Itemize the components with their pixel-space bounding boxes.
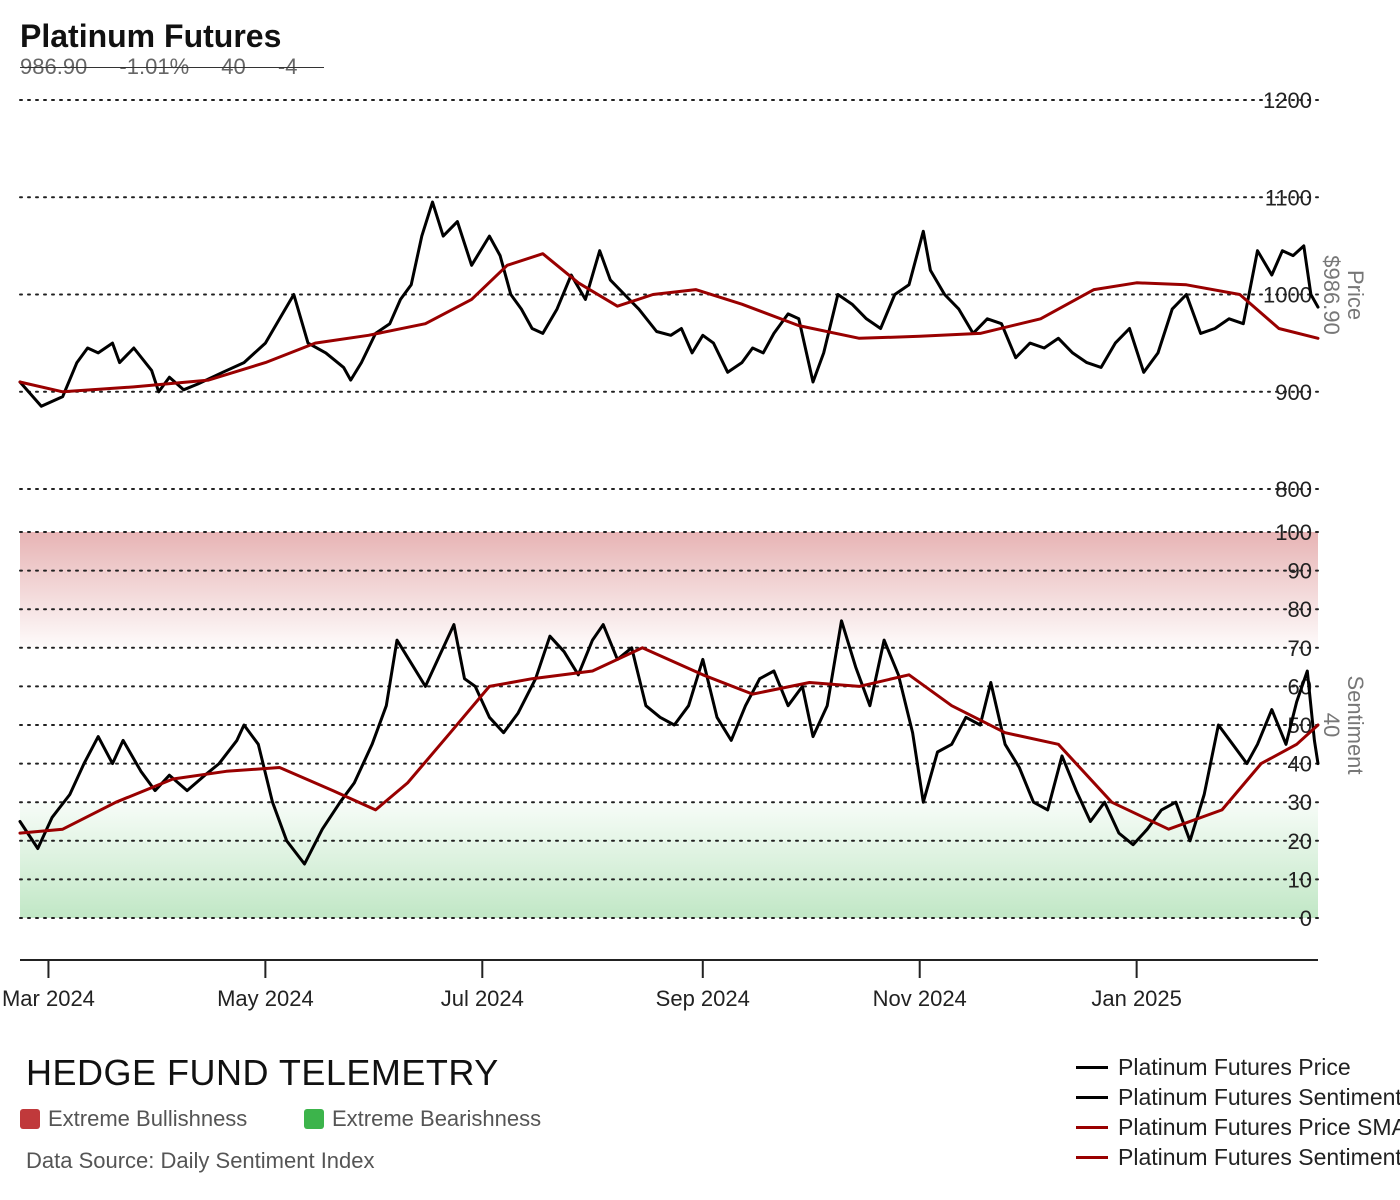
bearish-label: Extreme Bearishness <box>332 1106 542 1131</box>
price-axis-title-group: Price$986.90 <box>1319 255 1368 335</box>
sentiment-tick-label: 10 <box>1288 867 1312 892</box>
sentiment-tick-label: 40 <box>1288 752 1312 777</box>
stat-percent-change: -1.01% <box>119 54 190 79</box>
stat-last-price: 986.90 <box>20 54 88 79</box>
x-axis-tick-label: Nov 2024 <box>873 986 967 1011</box>
legend: Platinum Futures Price Platinum Futures … <box>1076 1052 1400 1172</box>
sentiment-tick-label: 100 <box>1275 520 1312 545</box>
stat-sentiment-change: -4 <box>277 54 298 79</box>
legend-item-price-sma[interactable]: Platinum Futures Price SMA <box>1076 1112 1400 1142</box>
x-axis-tick-label: Jul 2024 <box>441 986 524 1011</box>
zone-key-bullish: Extreme Bullishness <box>20 1106 247 1132</box>
stat-sentiment: 40 <box>221 54 246 79</box>
legend-item-sentiment[interactable]: Platinum Futures Sentiment <box>1076 1082 1400 1112</box>
price-axis-title: Price <box>1343 270 1368 320</box>
sentiment-series-main <box>18 619 1320 866</box>
sentiment-band-bearish <box>20 802 1318 918</box>
price-tick-label: 900 <box>1275 380 1312 405</box>
brand-name: HEDGE FUND TELEMETRY <box>26 1052 499 1093</box>
sentiment-tick-label: 70 <box>1288 636 1312 661</box>
legend-item-sentiment-sma[interactable]: Platinum Futures Sentiment SMA <box>1076 1142 1400 1172</box>
x-axis-tick-label: May 2024 <box>217 986 314 1011</box>
legend-label: Platinum Futures Price <box>1118 1053 1351 1080</box>
legend-line-icon <box>1076 1155 1108 1159</box>
zone-key-bearish: Extreme Bearishness <box>304 1106 541 1132</box>
sentiment-axis-title: Sentiment <box>1343 675 1368 774</box>
data-source: Data Source: Daily Sentiment Index <box>26 1148 375 1173</box>
legend-line-icon <box>1076 1095 1108 1099</box>
sentiment-tick-label: 90 <box>1288 559 1312 584</box>
sentiment-tick-label: 0 <box>1300 906 1312 931</box>
legend-label: Platinum Futures Sentiment <box>1118 1083 1400 1110</box>
legend-line-icon <box>1076 1125 1108 1129</box>
price-tick-label: 800 <box>1275 477 1312 502</box>
stats-strike-line <box>20 67 324 68</box>
x-axis-tick-label: Sep 2024 <box>656 986 750 1011</box>
price-stats: 986.90 -1.01% 40 -4 <box>20 54 323 80</box>
price-tick-label: 1200 <box>1263 88 1312 113</box>
price-tick-label: 1100 <box>1265 185 1312 210</box>
price-series-sma <box>18 252 1320 394</box>
price-series-main <box>18 200 1320 408</box>
bearish-swatch <box>304 1109 324 1129</box>
sentiment-series-sma <box>18 646 1320 835</box>
price-axis-value: $986.90 <box>1319 255 1344 335</box>
x-axis-tick-label: Mar 2024 <box>2 986 95 1011</box>
legend-item-price[interactable]: Platinum Futures Price <box>1076 1052 1400 1082</box>
legend-line-icon <box>1076 1065 1108 1069</box>
bullish-swatch <box>20 1109 40 1129</box>
sentiment-tick-label: 20 <box>1288 829 1312 854</box>
price-tick-label: 1000 <box>1263 283 1312 308</box>
chart-title: Platinum Futures <box>20 18 282 54</box>
legend-label: Platinum Futures Price SMA <box>1118 1113 1400 1140</box>
sentiment-tick-label: 80 <box>1288 597 1312 622</box>
chart-canvas: 800900100011001200Price$986.900102030405… <box>2 88 1368 1011</box>
x-axis-tick-label: Jan 2025 <box>1091 986 1182 1011</box>
sentiment-axis-value: 40 <box>1319 713 1344 737</box>
sentiment-tick-label: 30 <box>1288 790 1312 815</box>
sentiment-band-bullish <box>20 532 1318 648</box>
legend-label: Platinum Futures Sentiment SMA <box>1118 1143 1400 1170</box>
bullish-label: Extreme Bullishness <box>48 1106 248 1131</box>
